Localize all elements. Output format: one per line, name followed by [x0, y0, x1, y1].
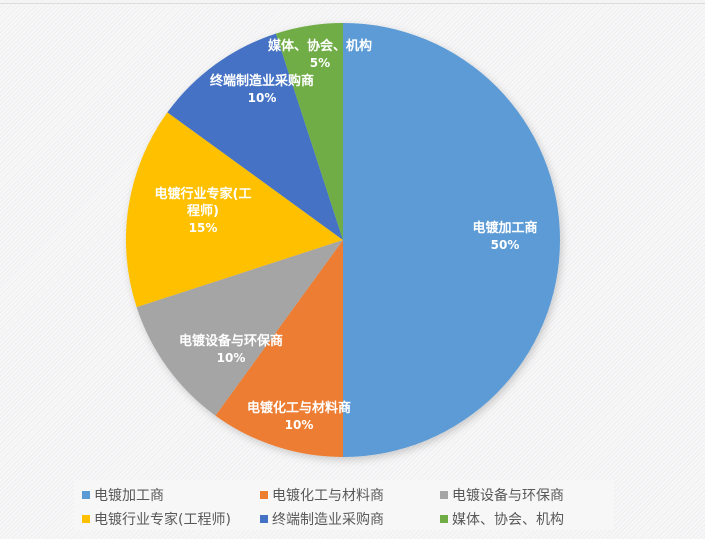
legend-label: 电镀设备与环保商	[452, 488, 564, 504]
slice-label-2: 电镀设备与环保商 10%	[179, 333, 283, 367]
legend-item[interactable]: 电镀设备与环保商	[440, 485, 564, 505]
slice-pct: 10%	[216, 351, 246, 365]
slice-电镀化工与材料商[interactable]	[215, 240, 343, 458]
legend-label: 电镀化工与材料商	[272, 488, 384, 504]
legend-item[interactable]: 电镀化工与材料商	[260, 485, 384, 505]
slice-name-line2: 程师)	[187, 204, 219, 219]
slice-name: 电镀行业专家(工	[154, 187, 252, 202]
legend-swatch-icon	[260, 515, 268, 523]
slice-name: 终端制造业采购商	[209, 74, 315, 89]
slice-name: 电镀设备与环保商	[178, 334, 284, 349]
slice-pct: 50%	[490, 238, 520, 252]
legend-swatch-icon	[82, 515, 90, 523]
slice-label-5: 媒体、协会、机构 5%	[268, 38, 372, 72]
slice-label-4: 终端制造业采购商 10%	[210, 73, 314, 107]
slice-pct: 5%	[309, 56, 331, 70]
slice-name: 电镀化工与材料商	[246, 401, 352, 416]
slice-媒体协会机构[interactable]	[275, 22, 343, 241]
legend-item[interactable]: 电镀行业专家(工程师)	[82, 509, 231, 529]
slice-label-1: 电镀化工与材料商 10%	[247, 400, 351, 434]
legend-swatch-icon	[440, 491, 448, 499]
chart-legend: 电镀加工商 电镀化工与材料商 电镀设备与环保商 电镀行业专家(工程师) 终端制造…	[74, 480, 614, 530]
slice-电镀加工商[interactable]	[343, 23, 560, 457]
slice-终端制造业采购商[interactable]	[167, 33, 343, 240]
slice-pct: 15%	[188, 221, 218, 235]
legend-item[interactable]: 媒体、协会、机构	[440, 509, 564, 529]
legend-label: 电镀加工商	[94, 488, 164, 504]
slice-电镀设备与环保商[interactable]	[136, 240, 343, 416]
legend-item[interactable]: 终端制造业采购商	[260, 509, 384, 529]
legend-swatch-icon	[260, 491, 268, 499]
legend-label: 终端制造业采购商	[272, 512, 384, 528]
slice-label-0: 电镀加工商 50%	[472, 220, 537, 254]
slice-pct: 10%	[247, 91, 277, 105]
slice-name: 电镀加工商	[472, 221, 538, 236]
legend-swatch-icon	[82, 491, 90, 499]
slice-电镀行业专家[interactable]	[125, 112, 343, 308]
legend-swatch-icon	[440, 515, 448, 523]
legend-label: 媒体、协会、机构	[452, 512, 564, 528]
slice-pct: 10%	[284, 418, 314, 432]
slice-label-3: 电镀行业专家(工 程师) 15%	[155, 186, 252, 237]
legend-item[interactable]: 电镀加工商	[82, 485, 164, 505]
legend-label: 电镀行业专家(工程师)	[94, 512, 231, 528]
slice-name: 媒体、协会、机构	[267, 39, 373, 54]
